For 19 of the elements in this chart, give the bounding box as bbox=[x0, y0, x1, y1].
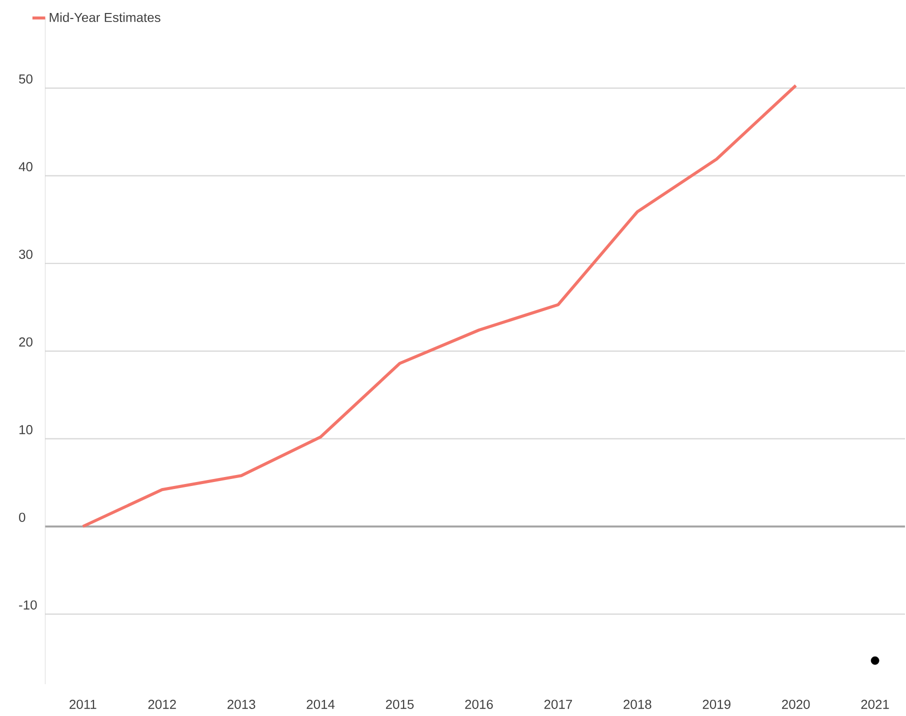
y-tick-label: 50 bbox=[19, 74, 32, 84]
y-tick-label: 0 bbox=[19, 512, 26, 522]
y-tick-label: 40 bbox=[18, 162, 32, 172]
x-tick-label: 2014 bbox=[306, 700, 335, 709]
x-tick-label: 2019 bbox=[702, 700, 730, 709]
y-tick-label: 30 bbox=[19, 250, 32, 259]
x-tick-label: 2017 bbox=[544, 700, 572, 709]
x-tick-label: 2016 bbox=[465, 700, 493, 709]
y-tick-label: 20 bbox=[19, 337, 32, 346]
x-tick-label: 2021 bbox=[861, 700, 889, 709]
y-tick-label: 10 bbox=[20, 424, 32, 434]
x-tick-label: 2011 bbox=[70, 700, 96, 709]
x-tick-label: 2012 bbox=[148, 700, 176, 709]
y-tick-label: -10 bbox=[19, 600, 37, 610]
x-tick-label: 2018 bbox=[624, 700, 652, 709]
text: Mid-Year Estimates bbox=[50, 12, 160, 22]
x-tick-label: 2015 bbox=[386, 700, 414, 709]
x-tick-label: 2020 bbox=[782, 700, 810, 709]
x-tick-label: 2013 bbox=[228, 700, 256, 709]
